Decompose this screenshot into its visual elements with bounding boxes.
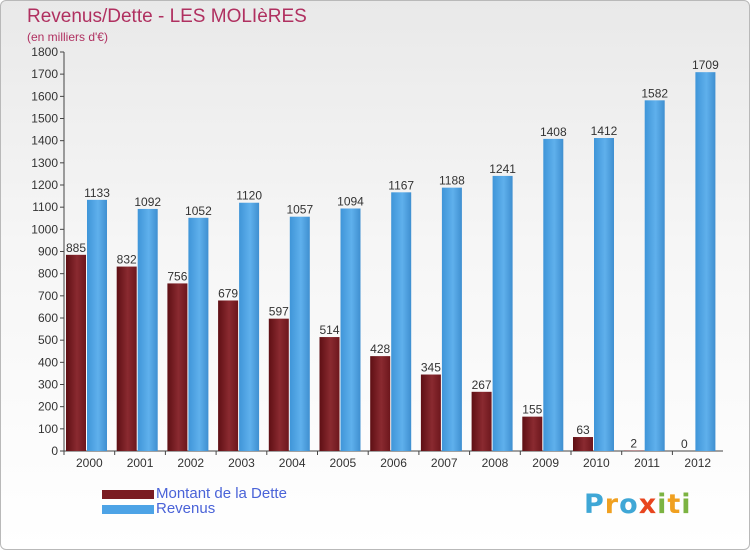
data-label-revenus-2001: 1092: [134, 195, 161, 209]
y-tick-label: 1700: [31, 67, 58, 81]
bar-revenus-2009: [543, 138, 564, 452]
logo-letter: i: [657, 489, 668, 520]
logo-letter: i: [681, 489, 692, 520]
y-tick-label: 1300: [31, 156, 58, 170]
x-tick-label: 2009: [532, 456, 559, 470]
y-tick-label: 900: [38, 245, 58, 259]
data-label-revenus-2002: 1052: [185, 204, 212, 218]
x-tick-label: 2010: [583, 456, 610, 470]
data-label-revenus-2010: 1412: [591, 124, 618, 138]
y-tick-label: 600: [38, 311, 58, 325]
data-label-dette-2005: 514: [319, 323, 339, 337]
x-tick-label: 2012: [684, 456, 711, 470]
x-tick-label: 2008: [482, 456, 509, 470]
logo-letter: r: [604, 489, 620, 520]
y-tick-label: 200: [38, 400, 58, 414]
data-label-revenus-2012: 1709: [692, 58, 719, 72]
data-label-dette-2001: 832: [117, 253, 137, 267]
bar-dette-2009: [522, 416, 543, 451]
y-tick-label: 1200: [31, 178, 58, 192]
x-tick-label: 2003: [228, 456, 255, 470]
bar-revenus-2006: [391, 192, 412, 451]
x-tick-label: 2001: [127, 456, 154, 470]
y-tick-label: 1400: [31, 134, 58, 148]
data-label-revenus-2007: 1188: [439, 174, 465, 188]
data-label-revenus-2000: 1133: [84, 186, 110, 200]
bar-revenus-2003: [239, 202, 260, 451]
data-label-dette-2010: 63: [576, 423, 590, 437]
chart-subtitle: (en milliers d'€): [27, 30, 108, 44]
y-tick-label: 1500: [31, 112, 58, 126]
data-label-revenus-2006: 1167: [388, 178, 414, 192]
bar-revenus-2002: [188, 217, 209, 451]
data-label-revenus-2011: 1582: [641, 86, 668, 100]
data-label-dette-2009: 155: [522, 403, 542, 417]
y-tick-label: 1000: [31, 222, 58, 236]
bar-dette-2008: [471, 391, 492, 451]
bar-dette-2001: [116, 266, 137, 451]
bar-revenus-2010: [594, 138, 614, 452]
y-tick-label: 700: [38, 289, 58, 303]
x-tick-label: 2000: [76, 456, 103, 470]
bar-revenus-2000: [87, 199, 107, 451]
bar-revenus-2001: [137, 208, 158, 451]
logo-letter: P: [584, 489, 605, 520]
data-label-revenus-2009: 1408: [540, 125, 567, 139]
x-tick-label: 2005: [329, 456, 356, 470]
bar-revenus-2012: [695, 72, 716, 452]
y-tick-label: 1600: [31, 89, 58, 103]
bar-revenus-2011: [644, 100, 665, 451]
logo-letter: o: [619, 489, 639, 520]
bar-dette-2000: [66, 254, 86, 451]
bar-dette-2004: [268, 318, 289, 451]
data-label-dette-2003: 679: [218, 286, 238, 300]
x-tick-label: 2002: [177, 456, 204, 470]
y-tick-label: 400: [38, 355, 58, 369]
legend-label-dette: Montant de la Dette: [156, 485, 287, 502]
data-label-dette-2004: 597: [269, 305, 289, 319]
bar-dette-2005: [319, 337, 340, 451]
y-tick-label: 0: [51, 444, 58, 458]
legend-swatch-revenus: [102, 505, 154, 514]
data-label-dette-2011: 2: [630, 437, 637, 451]
data-label-dette-2006: 428: [370, 342, 390, 356]
y-tick-label: 1100: [32, 200, 58, 214]
proxiti-logo: Proxiti: [584, 489, 692, 520]
legend-swatch-dette: [102, 490, 154, 499]
x-tick-label: 2006: [380, 456, 407, 470]
data-label-dette-2007: 345: [421, 361, 441, 375]
y-tick-label: 1800: [31, 45, 58, 59]
data-label-dette-2002: 756: [167, 269, 187, 283]
logo-letter: t: [667, 489, 682, 520]
bar-dette-2002: [167, 283, 188, 451]
y-tick-label: 100: [38, 422, 58, 436]
data-label-dette-2012: 0: [681, 437, 688, 451]
y-tick-label: 300: [38, 378, 58, 392]
logo-letter: x: [638, 489, 658, 520]
x-tick-label: 2011: [634, 456, 660, 470]
data-label-dette-2008: 267: [472, 378, 492, 392]
bar-revenus-2008: [492, 175, 513, 451]
y-tick-label: 500: [38, 333, 58, 347]
bar-revenus-2007: [441, 187, 462, 451]
data-label-revenus-2003: 1120: [236, 189, 262, 203]
chart-title: Revenus/Dette - LES MOLIèRES: [27, 6, 307, 27]
bar-revenus-2005: [340, 208, 361, 451]
bar-dette-2007: [420, 374, 441, 451]
bar-dette-2006: [370, 356, 391, 451]
bar-dette-2010: [573, 437, 593, 451]
x-tick-label: 2004: [279, 456, 306, 470]
bar-dette-2003: [218, 300, 239, 451]
data-label-revenus-2008: 1241: [489, 162, 516, 176]
y-tick-label: 800: [38, 267, 58, 281]
bar-revenus-2004: [289, 216, 310, 451]
data-label-dette-2000: 885: [66, 241, 86, 255]
legend-label-revenus: Revenus: [156, 500, 216, 517]
data-label-revenus-2005: 1094: [337, 194, 364, 208]
x-tick-label: 2007: [431, 456, 458, 470]
data-label-revenus-2004: 1057: [286, 203, 313, 217]
